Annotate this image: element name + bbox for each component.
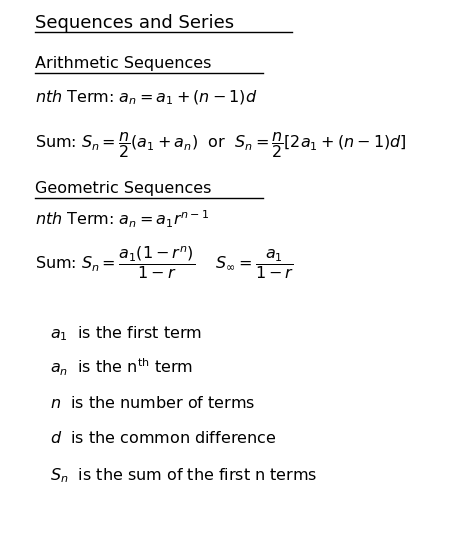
Text: $\mathit{nth}$ Term: $a_{n} = a_{1}r^{n-1}$: $\mathit{nth}$ Term: $a_{n} = a_{1}r^{n-… [35, 208, 210, 230]
Text: $S_{n}$  is the sum of the first n terms: $S_{n}$ is the sum of the first n terms [50, 466, 318, 485]
Text: $a_{1}$  is the first term: $a_{1}$ is the first term [50, 324, 202, 343]
Text: Sum: $S_{n} = \dfrac{a_{1}\left(1-r^{n}\right)}{1-r}$    $S_{\infty} = \dfrac{a_: Sum: $S_{n} = \dfrac{a_{1}\left(1-r^{n}\… [35, 244, 294, 281]
Text: $d$  is the common difference: $d$ is the common difference [50, 430, 276, 446]
Text: Sequences and Series: Sequences and Series [35, 14, 234, 32]
Text: Arithmetic Sequences: Arithmetic Sequences [35, 56, 211, 71]
Text: $n$  is the number of terms: $n$ is the number of terms [50, 395, 255, 411]
Text: Geometric Sequences: Geometric Sequences [35, 181, 211, 196]
Text: $a_{n}$  is the n$^{\mathrm{th}}$ term: $a_{n}$ is the n$^{\mathrm{th}}$ term [50, 357, 193, 378]
Text: $\mathit{nth}$ Term: $a_{n} = a_{1} +(n-1)d$: $\mathit{nth}$ Term: $a_{n} = a_{1} +(n-… [35, 88, 257, 107]
Text: Sum: $S_{n} = \dfrac{n}{2}(a_{1} +a_{n})$  or  $S_{n} = \dfrac{n}{2}\left[2a_{1}: Sum: $S_{n} = \dfrac{n}{2}(a_{1} +a_{n})… [35, 130, 407, 160]
